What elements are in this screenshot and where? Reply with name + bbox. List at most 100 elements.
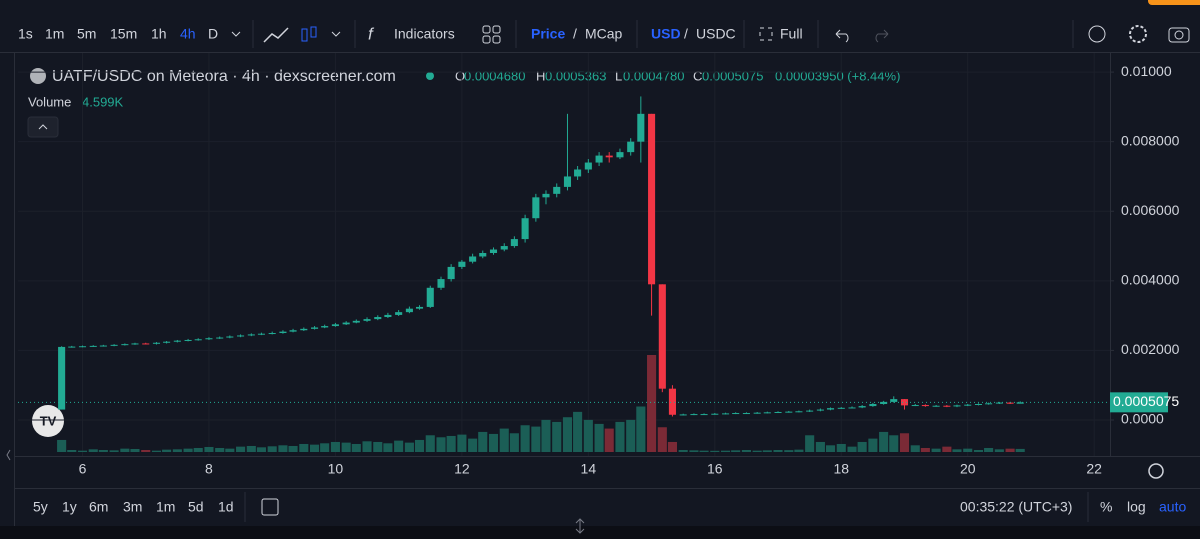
volume-bar xyxy=(383,443,393,452)
side-toggle[interactable] xyxy=(6,449,11,461)
mcap-toggle[interactable]: MCap xyxy=(585,26,623,42)
interval-button[interactable]: 1s xyxy=(18,26,33,42)
candle-body xyxy=(142,343,150,345)
volume-bar xyxy=(225,448,235,452)
candle-body xyxy=(753,412,761,414)
range-button[interactable]: 1d xyxy=(218,499,234,515)
volume-bar xyxy=(330,441,340,452)
clock: 00:35:22 (UTC+3) xyxy=(960,499,1072,515)
interval-button[interactable]: 5m xyxy=(77,26,96,42)
goto-date-icon[interactable] xyxy=(261,498,279,516)
percent-toggle[interactable]: % xyxy=(1100,499,1112,515)
volume-bar xyxy=(805,435,815,452)
undo-icon[interactable] xyxy=(835,29,849,43)
volume-bar xyxy=(509,433,519,452)
footer-strip xyxy=(0,526,1200,539)
ohlc-l: 0.0004780 xyxy=(623,68,684,83)
layout-icon[interactable] xyxy=(482,35,491,44)
camera-icon xyxy=(1174,30,1184,40)
layout-icon[interactable] xyxy=(492,35,501,44)
layout-icon[interactable] xyxy=(492,25,501,34)
volume-bar xyxy=(931,448,941,452)
candle-body xyxy=(690,414,698,416)
fx-icon[interactable]: f xyxy=(368,24,375,43)
volume-bar xyxy=(710,450,720,452)
usd-toggle[interactable]: USD xyxy=(651,26,681,42)
volume-bar xyxy=(647,355,657,452)
candle-body xyxy=(732,413,740,415)
candle-body xyxy=(532,197,540,219)
interval-button[interactable]: D xyxy=(208,26,218,42)
tv-logo[interactable] xyxy=(32,405,64,437)
price-toggle[interactable]: Price xyxy=(531,26,565,42)
interval-button[interactable]: 1m xyxy=(45,26,64,42)
settings-icon[interactable] xyxy=(1129,25,1147,43)
auto-toggle[interactable]: auto xyxy=(1159,499,1186,515)
alert-icon[interactable] xyxy=(1088,25,1106,43)
volume-bar xyxy=(784,450,794,452)
candle-icon[interactable] xyxy=(310,26,317,38)
volume-bar xyxy=(678,449,688,452)
interval-button[interactable]: 1h xyxy=(151,26,167,42)
fullscreen-icon[interactable] xyxy=(759,27,773,41)
volume-bar xyxy=(752,450,762,452)
candle-body xyxy=(237,335,245,337)
volume-bar xyxy=(573,411,583,452)
usdc-toggle[interactable]: USDC xyxy=(696,26,736,42)
candle-icon[interactable] xyxy=(301,28,308,42)
redo-icon[interactable] xyxy=(875,29,889,43)
y-tick-label: 0.002000 xyxy=(1121,341,1180,357)
candle-body xyxy=(500,246,508,250)
candle-body xyxy=(78,346,87,348)
volume-bar xyxy=(994,449,1004,452)
range-button[interactable]: 5d xyxy=(188,499,204,515)
chevron[interactable] xyxy=(331,31,341,37)
x-tick-label: 8 xyxy=(205,461,213,477)
corner-button[interactable] xyxy=(1148,0,1200,5)
range-button[interactable]: 5y xyxy=(33,499,48,515)
volume-bar xyxy=(193,447,203,452)
chart-style-icon[interactable] xyxy=(263,27,289,43)
volume-bar xyxy=(825,445,836,452)
volume-bar xyxy=(583,419,593,452)
camera-icon[interactable] xyxy=(1168,27,1190,43)
candle-body xyxy=(953,405,961,407)
interval-button[interactable]: 4h xyxy=(180,26,196,42)
volume-bar xyxy=(910,445,920,452)
ohlc-o-key: O xyxy=(455,68,465,83)
axis-settings-icon[interactable] xyxy=(1148,463,1164,479)
resize-handle[interactable] xyxy=(575,518,585,534)
candle-body xyxy=(880,401,888,404)
range-button[interactable]: 3m xyxy=(123,499,142,515)
range-button[interactable]: 6m xyxy=(89,499,108,515)
candle-body xyxy=(816,409,824,411)
layout-icon[interactable] xyxy=(482,25,491,34)
x-tick-label: 22 xyxy=(1086,461,1102,477)
candle-body xyxy=(437,279,445,288)
collapse-button[interactable] xyxy=(27,116,59,138)
interval-button[interactable]: 15m xyxy=(110,26,137,42)
candle-body xyxy=(205,338,213,340)
volume-bar xyxy=(868,438,878,452)
range-button[interactable]: 1y xyxy=(62,499,77,515)
candle-body xyxy=(479,252,487,257)
volume-bar xyxy=(468,438,478,452)
candle-body xyxy=(553,186,561,194)
volume-bar xyxy=(278,445,288,452)
range-button[interactable]: 1m xyxy=(156,499,175,515)
log-toggle[interactable]: log xyxy=(1127,499,1146,515)
candle-body xyxy=(226,336,234,338)
chevron xyxy=(38,124,48,130)
indicators-button[interactable]: Indicators xyxy=(394,26,455,42)
volume-bar xyxy=(172,449,182,452)
volume-bar xyxy=(899,433,910,452)
volume-bar xyxy=(520,425,530,452)
chevron[interactable] xyxy=(231,31,241,37)
volume-bar xyxy=(341,442,351,452)
candle-body xyxy=(163,341,171,343)
full-button[interactable]: Full xyxy=(780,26,803,42)
candle-body xyxy=(890,399,898,402)
volume-bar xyxy=(256,447,266,452)
volume-bar xyxy=(425,435,435,452)
candle-body xyxy=(637,113,645,142)
